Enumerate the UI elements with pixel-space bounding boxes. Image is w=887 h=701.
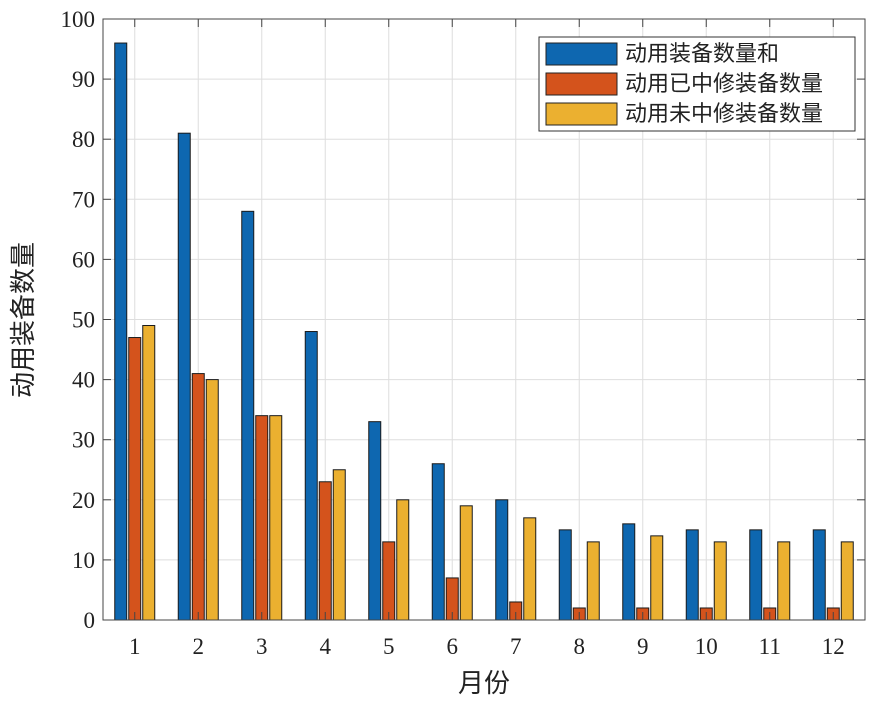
x-axis-title: 月份	[458, 669, 510, 698]
bar	[685, 529, 699, 621]
bar	[812, 529, 826, 621]
bar	[382, 541, 396, 621]
x-tick-label: 7	[510, 634, 522, 659]
bar	[177, 132, 191, 621]
bar	[459, 505, 473, 621]
bar	[431, 463, 445, 621]
bar	[495, 499, 509, 621]
bar	[255, 415, 269, 621]
bar	[777, 541, 791, 621]
y-tick-label: 10	[72, 548, 95, 573]
bar-series	[114, 42, 854, 621]
legend-swatch-overhauled	[545, 72, 618, 96]
y-axis-title: 动用装备数量	[9, 242, 38, 398]
bar	[142, 325, 156, 621]
bar	[191, 373, 205, 621]
bar	[749, 529, 763, 621]
y-tick-label: 100	[61, 7, 96, 32]
bar	[128, 337, 142, 621]
bar	[304, 331, 318, 621]
bar	[586, 541, 600, 621]
x-tick-label: 11	[759, 634, 781, 659]
x-axis-ticks: 1 2 3 4 5 6 7 8 9 10 11 12	[129, 19, 845, 659]
legend-label-total: 动用装备数量和	[625, 41, 779, 66]
y-tick-label: 30	[72, 428, 95, 453]
bar	[205, 379, 219, 621]
y-tick-label: 0	[84, 608, 96, 633]
bar	[840, 541, 854, 621]
bar	[269, 415, 283, 621]
bar	[650, 535, 664, 621]
y-axis-ticks: 0 10 20 30 40 50 60 70 80 90 100	[61, 7, 865, 633]
y-tick-label: 80	[72, 127, 95, 152]
y-tick-label: 90	[72, 67, 95, 92]
legend-label-overhauled: 动用已中修装备数量	[625, 71, 823, 96]
bar	[396, 499, 410, 621]
x-tick-label: 2	[193, 634, 205, 659]
x-tick-label: 6	[447, 634, 459, 659]
legend-label-not-overhauled: 动用未中修装备数量	[625, 101, 823, 126]
legend-swatch-not-overhauled	[545, 102, 618, 126]
x-tick-label: 4	[320, 634, 332, 659]
bar	[713, 541, 727, 621]
x-tick-label: 1	[129, 634, 141, 659]
x-tick-label: 3	[256, 634, 268, 659]
legend: 动用装备数量和 动用已中修装备数量 动用未中修装备数量	[538, 36, 856, 132]
bar	[622, 523, 636, 621]
legend-swatch-total	[545, 42, 618, 66]
y-tick-label: 40	[72, 368, 95, 393]
x-tick-label: 12	[822, 634, 845, 659]
x-tick-label: 8	[574, 634, 586, 659]
bar	[558, 529, 572, 621]
bar	[318, 481, 332, 621]
y-tick-label: 50	[72, 308, 95, 333]
y-tick-label: 70	[72, 187, 95, 212]
y-tick-label: 60	[72, 247, 95, 272]
bar	[332, 469, 346, 621]
bar	[368, 421, 382, 621]
x-tick-label: 10	[695, 634, 718, 659]
bar	[114, 42, 128, 621]
x-tick-label: 5	[383, 634, 395, 659]
bar	[523, 517, 537, 621]
y-tick-label: 20	[72, 488, 95, 513]
x-tick-label: 9	[637, 634, 649, 659]
bar	[241, 210, 255, 621]
